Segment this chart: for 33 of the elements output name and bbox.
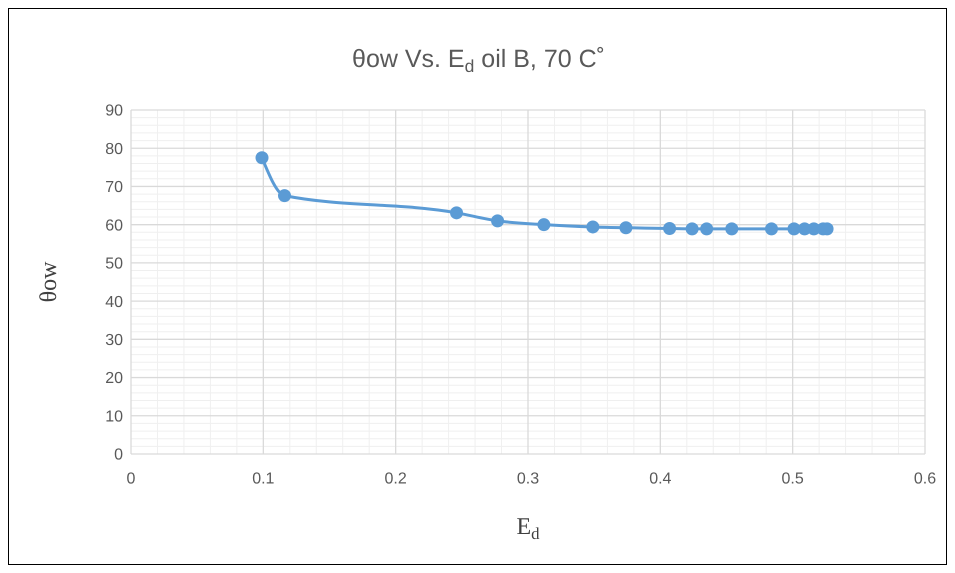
point xyxy=(537,218,550,232)
point xyxy=(725,222,738,236)
x-tick-label: 0 xyxy=(126,470,136,488)
y-tick-label: 0 xyxy=(114,446,124,464)
x-tick-label: 0.5 xyxy=(782,470,804,488)
y-tick-label: 40 xyxy=(105,294,124,311)
x-tick-label: 0.6 xyxy=(914,470,936,488)
point xyxy=(586,220,600,234)
y-tick-label: 10 xyxy=(105,408,124,426)
point xyxy=(278,189,292,202)
y-tick-label: 20 xyxy=(105,370,124,388)
x-tick-label: 0.4 xyxy=(649,470,672,488)
point xyxy=(619,221,632,234)
y-tick-label: 80 xyxy=(105,140,124,158)
x-tick-label: 0.3 xyxy=(516,470,540,488)
x-axis-title: E$_{d}$ xyxy=(516,514,540,544)
y-tick-label: 60 xyxy=(105,217,124,234)
point xyxy=(700,222,714,236)
x-tick-label: 0.2 xyxy=(384,470,407,488)
y-tick-label: 50 xyxy=(105,256,124,273)
chart-title: θow Vs. E$_{d}$ oil B, 70 C˚ xyxy=(352,45,605,76)
point xyxy=(787,222,800,236)
point xyxy=(686,222,699,236)
y-tick-label: 30 xyxy=(105,332,124,350)
point xyxy=(764,222,778,236)
point xyxy=(450,206,464,220)
y-tick-label: 70 xyxy=(105,179,124,196)
point xyxy=(491,214,504,228)
x-tick-label: 0.1 xyxy=(252,470,275,488)
y-axis-title: θow xyxy=(36,260,62,302)
point xyxy=(663,222,676,235)
point xyxy=(256,151,269,164)
y-tick-label: 90 xyxy=(105,102,124,120)
